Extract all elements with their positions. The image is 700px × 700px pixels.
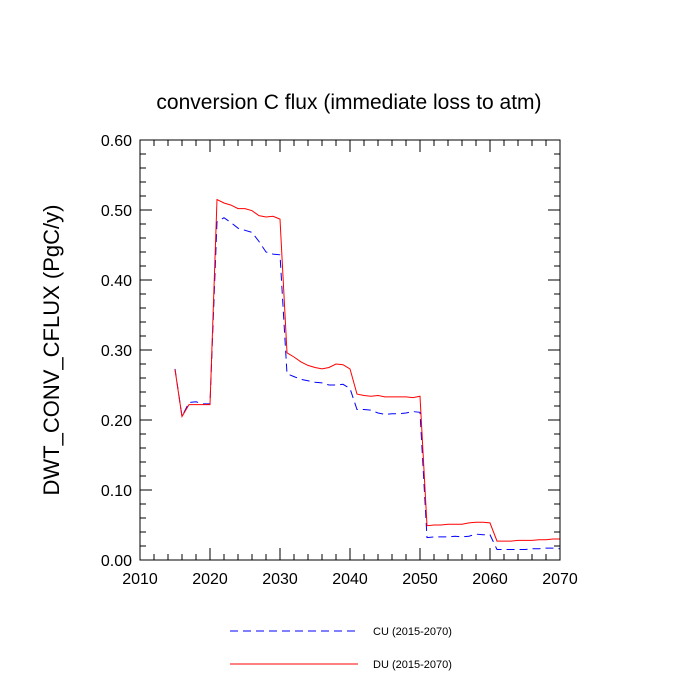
x-tick-label: 2070	[542, 571, 578, 588]
plot-frame	[139, 139, 561, 561]
chart-title: conversion C flux (immediate loss to atm…	[156, 91, 541, 114]
y-tick-label: 0.10	[101, 483, 132, 500]
legend-label: CU (2015-2070)	[373, 626, 452, 638]
x-tick-label: 2060	[472, 571, 508, 588]
legend: CU (2015-2070) DU (2015-2070)	[230, 626, 452, 671]
y-tick-label: 0.50	[101, 203, 132, 220]
x-tick-label: 2050	[402, 571, 438, 588]
x-tick-label: 2010	[122, 571, 158, 588]
y-tick-label: 0.00	[101, 553, 132, 570]
y-tick-label: 0.30	[101, 343, 132, 360]
legend-label: DU (2015-2070)	[373, 659, 452, 671]
y-tick-label: 0.60	[101, 133, 132, 150]
axis-ticks: 2010 2020 2030 2040 2050 2060 2070 0.00 0.10 0.20…	[101, 133, 578, 588]
plot-series	[174, 198, 561, 550]
x-tick-label: 2030	[262, 571, 298, 588]
x-tick-label: 2020	[192, 571, 228, 588]
series-line-cu	[174, 217, 561, 550]
y-tick-label: 0.40	[101, 273, 132, 290]
series-line-du	[174, 198, 560, 542]
y-axis-label: DWT_CONV_CFLUX (PgC/y)	[39, 205, 64, 496]
y-tick-label: 0.20	[101, 413, 132, 430]
x-tick-label: 2040	[332, 571, 368, 588]
